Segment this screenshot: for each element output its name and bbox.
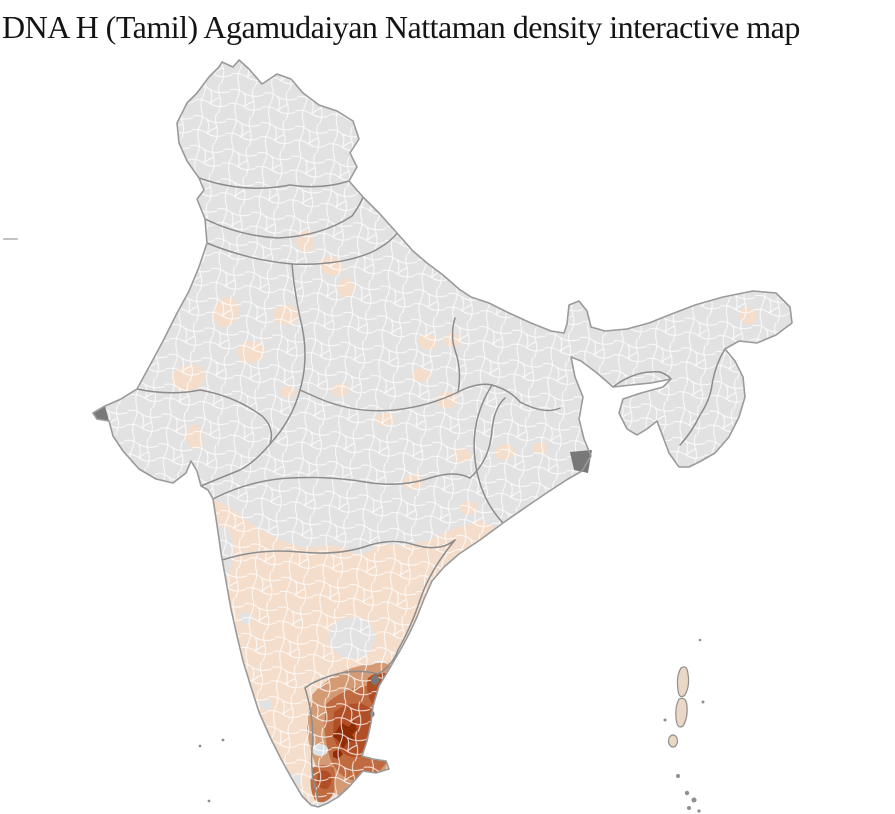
state-borders [136, 177, 726, 799]
map-artifact-dash [3, 238, 18, 240]
kutch-tip [93, 406, 109, 421]
hotspot-gap-gray [394, 741, 408, 753]
sundarbans-delta [570, 450, 592, 473]
andaman-nicobar-islands[interactable] [663, 638, 705, 813]
pondicherry-smudge [371, 675, 379, 685]
map-title: DNA H (Tamil) Agamudaiyan Nattaman densi… [2, 9, 800, 45]
district-grid [93, 60, 792, 807]
islet-dots [663, 638, 705, 813]
lakshadweep-islands[interactable] [198, 738, 225, 803]
water-features [93, 406, 592, 717]
